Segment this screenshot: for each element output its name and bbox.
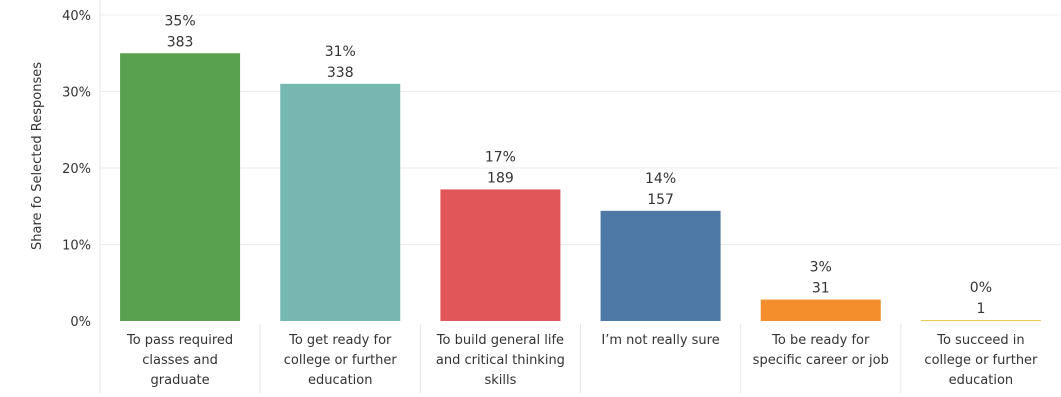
bar-percent-label: 31% [325, 44, 356, 60]
bar[interactable] [280, 84, 400, 321]
y-tick-label: 10% [62, 239, 91, 254]
x-tick-label: To be ready for [771, 333, 870, 348]
x-tick-label: education [949, 373, 1014, 388]
x-tick-label: specific career or job [753, 353, 889, 368]
x-tick-label: classes and [142, 353, 218, 368]
y-tick-label: 0% [70, 315, 91, 330]
bar-percent-label: 3% [810, 260, 832, 276]
x-tick-label: To pass required [126, 333, 233, 348]
x-tick-label: college or further [924, 353, 1038, 368]
x-tick-label: To succeed in [936, 333, 1024, 348]
y-axis-title: Share fo Selected Responses [30, 62, 45, 250]
bar-percent-label: 17% [485, 149, 516, 165]
bar-count-label: 1 [976, 301, 985, 317]
bar-count-label: 31 [812, 281, 830, 297]
bar-percent-label: 35% [165, 13, 196, 29]
x-tick-label: skills [484, 373, 516, 388]
x-tick-label: graduate [151, 373, 210, 388]
y-tick-label: 20% [62, 162, 91, 177]
bar-count-label: 157 [647, 192, 674, 208]
x-tick-label: college or further [284, 353, 398, 368]
bar-count-label: 338 [327, 65, 354, 81]
x-tick-label: I’m not really sure [601, 333, 719, 348]
bar[interactable] [601, 211, 721, 321]
y-tick-label: 40% [62, 9, 91, 24]
y-tick-label: 30% [62, 86, 91, 101]
bar[interactable] [120, 53, 240, 321]
bar-percent-label: 0% [970, 280, 992, 296]
bar[interactable] [761, 300, 881, 321]
bar-count-label: 189 [487, 170, 514, 186]
x-tick-label: education [308, 373, 373, 388]
grid-layer [100, 0, 1061, 393]
bar[interactable] [440, 189, 560, 321]
bar-percent-label: 14% [645, 171, 676, 187]
x-tick-label: To get ready for [288, 333, 392, 348]
bar-count-label: 383 [167, 34, 194, 50]
x-tick-label: To build general life [436, 333, 564, 348]
x-tick-label: and critical thinking [436, 353, 565, 368]
bars-layer [120, 53, 1041, 321]
bar[interactable] [921, 320, 1041, 321]
